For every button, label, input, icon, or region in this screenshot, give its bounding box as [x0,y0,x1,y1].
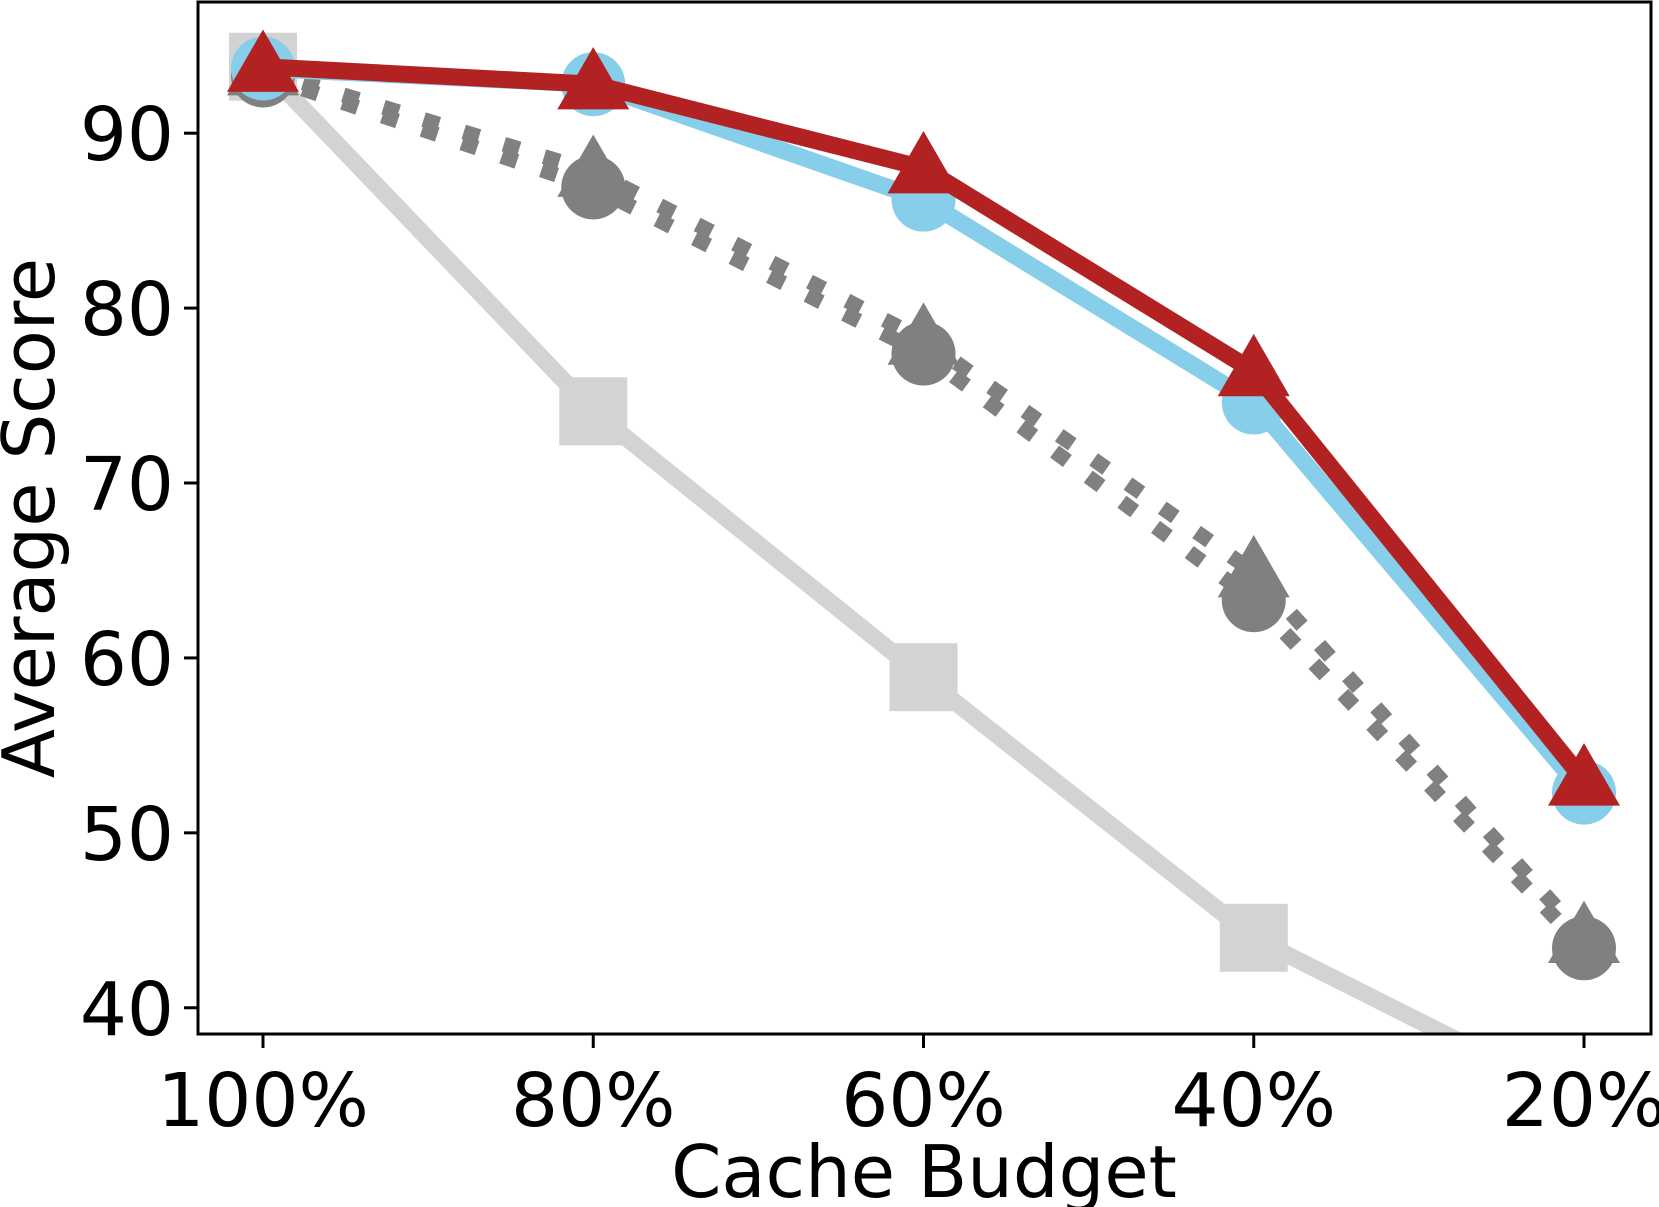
series-4-marker-3 [1217,333,1290,397]
x-tick-label-4: 20% [1502,1058,1659,1144]
series-4-marker-4 [1548,743,1620,806]
series-4-marker-1 [557,47,630,110]
y-tick-label-3: 70 [80,442,174,528]
series-layer [227,29,1620,1034]
series-4-marker-0 [227,29,299,92]
x-axis-label: Cache Budget [671,1130,1177,1207]
axes-layer: 100% 80% 60% 40% 20% 40 50 60 70 80 90 [80,92,1659,1144]
series-4-marker-2 [887,130,960,194]
series-2-marker-4 [1552,916,1616,981]
y-tick-label-4: 80 [80,267,174,353]
x-tick-label-1: 80% [511,1058,675,1144]
series-2-marker-3 [1221,568,1286,633]
y-tick-label-2: 60 [80,617,174,703]
y-axis-label: Average Score [0,258,71,778]
series-2-marker-2 [891,321,956,386]
y-tick-label-5: 90 [80,92,174,178]
y-tick-label-0: 40 [80,967,174,1053]
x-tick-label-2: 60% [841,1058,1005,1144]
series-0-marker-1 [559,377,628,446]
series-0-marker-2 [889,643,958,712]
series-0-marker-3 [1219,903,1288,972]
x-tick-label-3: 40% [1172,1058,1336,1144]
series-2-marker-1 [561,155,626,220]
x-tick-label-0: 100% [157,1058,369,1144]
y-tick-label-1: 50 [80,792,174,878]
